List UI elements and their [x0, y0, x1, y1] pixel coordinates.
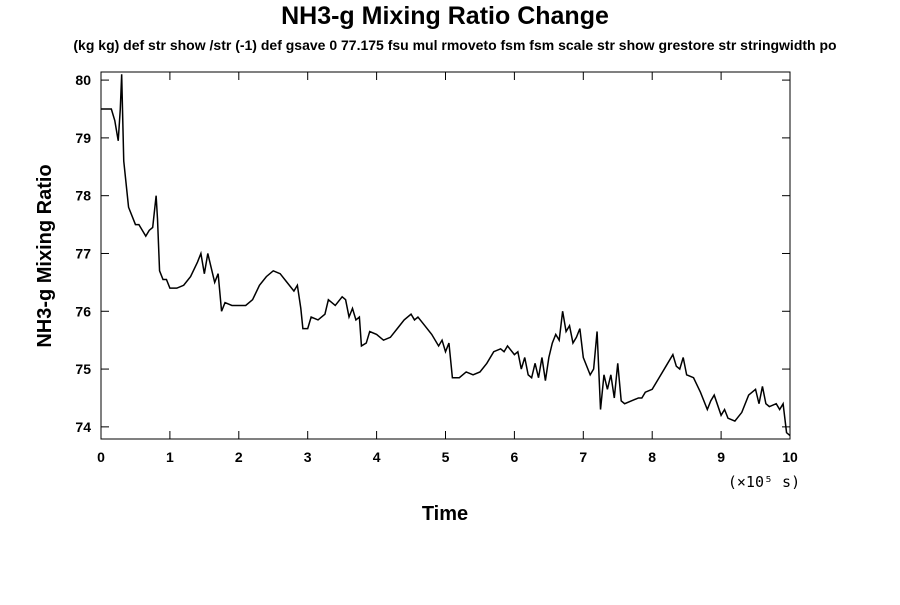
chart-subtitle: (kg kg) def str show /str (-1) def gsave…: [73, 37, 836, 53]
y-tick-label: 80: [75, 72, 91, 88]
y-tick-label: 75: [75, 361, 91, 377]
x-axis-label: Time: [422, 503, 468, 525]
x-tick-label: 8: [648, 449, 656, 465]
y-tick-label: 76: [75, 303, 91, 319]
x-tick-label: 6: [511, 449, 519, 465]
y-tick-label: 77: [75, 245, 91, 261]
x-tick-label: 7: [579, 449, 587, 465]
x-tick-label: 9: [717, 449, 725, 465]
y-axis-label: NH3-g Mixing Ratio: [34, 164, 56, 347]
x-tick-label: 5: [442, 449, 450, 465]
x-tick-label: 4: [373, 449, 381, 465]
y-tick-label: 79: [75, 130, 91, 146]
x-axis-unit: (×10⁵ s): [728, 473, 800, 491]
data-line: [101, 74, 791, 437]
x-tick-label: 3: [304, 449, 312, 465]
x-tick-label: 1: [166, 449, 174, 465]
x-tick-label: 2: [235, 449, 243, 465]
chart-title: NH3-g Mixing Ratio Change: [281, 2, 609, 30]
x-tick-label: 10: [782, 449, 798, 465]
plot-frame: [100, 71, 791, 440]
y-tick-label: 78: [75, 188, 91, 204]
x-tick-label: 0: [97, 449, 105, 465]
y-tick-label: 74: [75, 419, 91, 435]
